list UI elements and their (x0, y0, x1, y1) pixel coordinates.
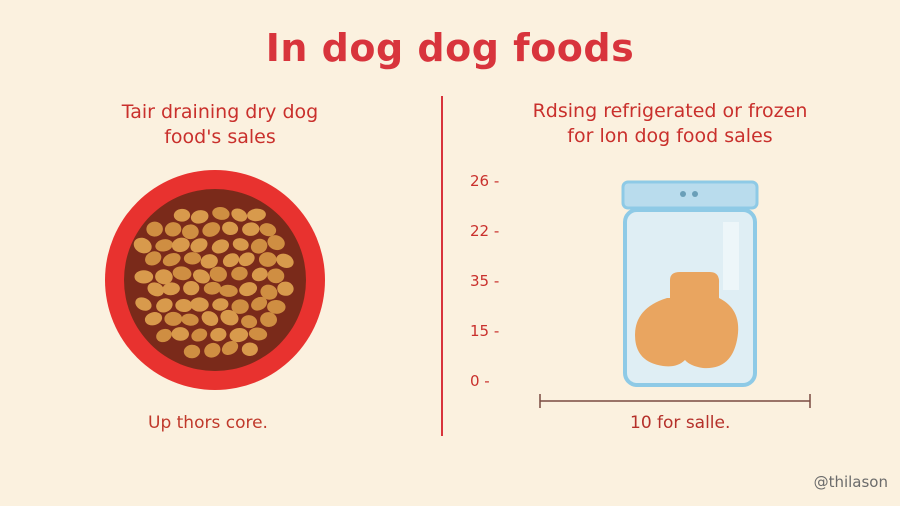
kibble-piece (211, 239, 230, 254)
kibble-piece (183, 252, 202, 265)
kibble-piece (221, 340, 239, 356)
kibble-piece (147, 282, 164, 297)
kibble-piece (183, 344, 201, 359)
kibble-piece (133, 237, 152, 254)
kibble-piece (146, 221, 163, 237)
kibble-piece (200, 254, 218, 269)
right-caption: 10 for salle. (630, 413, 731, 433)
kibble-piece (156, 298, 173, 313)
kibble-piece (202, 222, 221, 237)
kibble-piece (267, 235, 285, 251)
kibble-piece (162, 252, 181, 267)
kibble-piece (222, 253, 240, 268)
kibble-group (133, 207, 294, 359)
kibble-piece (231, 299, 249, 314)
kibble-piece (172, 266, 192, 281)
kibble-piece (231, 208, 248, 222)
right-heading: Rdsing refrigerated or frozen for lon do… (470, 99, 870, 149)
kibble-piece (212, 298, 229, 311)
left-heading-line-1: Tair draining dry dog (121, 101, 319, 123)
kibble-piece (241, 315, 258, 329)
left-heading: Tair draining dry dog food's sales (60, 100, 380, 150)
x-axis-line (539, 394, 811, 408)
kibble-piece (267, 268, 285, 284)
jar-lid-dot (692, 191, 698, 197)
kibble-piece (173, 208, 191, 222)
kibble-piece (156, 328, 172, 343)
kibble-piece (267, 299, 286, 314)
kibble-piece (248, 327, 268, 341)
y-tick-label: 15 - (470, 322, 500, 340)
credit-watermark: @thilason (813, 473, 888, 491)
kibble-piece (164, 311, 183, 326)
kibble-piece (251, 296, 268, 311)
kibble-piece (209, 266, 227, 282)
kibble-piece (222, 221, 239, 236)
kibble-piece (251, 267, 268, 282)
kibble-piece (144, 312, 163, 326)
kibble-piece (145, 251, 162, 266)
kibble-piece (259, 223, 277, 237)
kibble-piece (241, 342, 258, 356)
kibble-piece (155, 269, 173, 285)
kibble-piece (201, 311, 219, 326)
kibble-piece (219, 284, 238, 297)
kibble-piece (276, 253, 294, 269)
kibble-piece (229, 328, 249, 343)
kibble-piece (171, 237, 190, 253)
kibble-piece (164, 222, 182, 237)
kibble-piece (181, 313, 199, 326)
kibble-piece (260, 312, 278, 327)
kibble-piece (210, 327, 227, 342)
kibble-piece (134, 270, 154, 284)
left-heading-line-2: food's sales (164, 126, 276, 148)
kibble-piece (277, 281, 294, 296)
kibble-piece (260, 284, 278, 300)
kibble-piece (239, 282, 258, 297)
kibble-piece (220, 309, 239, 326)
kibble-piece (242, 222, 260, 236)
kibble-piece (212, 207, 230, 220)
kibble-piece (258, 252, 277, 267)
jar-icon (621, 180, 759, 387)
kibble-piece (182, 224, 199, 240)
right-heading-line-2: for lon dog food sales (567, 125, 773, 147)
center-divider (441, 96, 443, 436)
y-tick-label: 26 - (470, 172, 500, 190)
kibble-piece (231, 266, 248, 281)
page-title: In dog dog foods (265, 26, 635, 70)
kibble-piece (162, 282, 180, 296)
left-caption: Up thors core. (148, 413, 268, 433)
kibble-piece (135, 297, 152, 311)
y-tick-label: 22 - (470, 222, 500, 240)
y-tick-label: 35 - (470, 272, 500, 290)
jar-lid (621, 180, 759, 210)
jar-lid-dot (680, 191, 686, 197)
kibble-piece (183, 281, 200, 296)
kibble-piece (155, 239, 173, 252)
jar-shine (723, 222, 739, 290)
kibble-piece (232, 238, 249, 251)
kibble-piece (247, 208, 266, 222)
kibble-piece (203, 281, 221, 295)
y-tick-label: 0 - (470, 372, 490, 390)
kibble-piece (190, 210, 209, 224)
kibble-piece (175, 299, 193, 313)
right-heading-line-1: Rdsing refrigerated or frozen (532, 100, 808, 122)
kibble-piece (190, 297, 209, 312)
food-blob (635, 272, 739, 369)
kibble-piece (190, 238, 208, 253)
kibble-piece (238, 252, 255, 267)
dog-bowl-icon (105, 170, 325, 390)
kibble-piece (204, 342, 221, 358)
kibble-piece (193, 269, 210, 284)
kibble-piece (250, 238, 268, 254)
kibble-piece (191, 328, 208, 342)
kibble-piece (171, 327, 190, 341)
